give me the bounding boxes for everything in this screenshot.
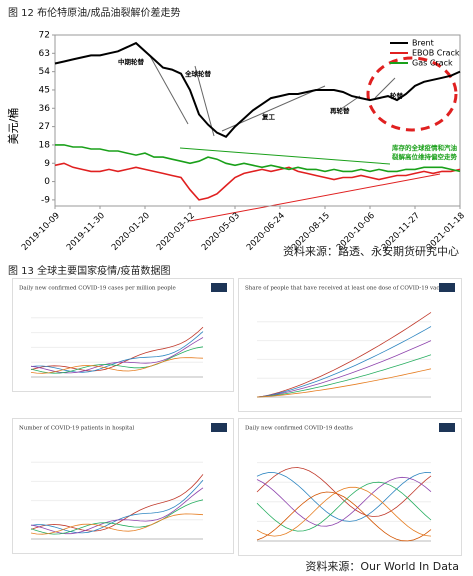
source-note: 资料来源：路透、永安期货研究中心 <box>283 245 459 258</box>
panel-title: Daily new confirmed COVID-19 cases per m… <box>19 286 176 292</box>
panel-title: Daily new confirmed COVID-19 deaths <box>245 426 353 432</box>
trend-arrows <box>149 55 441 222</box>
panel-line <box>30 474 204 532</box>
figure-caption: 图 12 布伦特原油/成品油裂解价差走势 <box>8 8 181 19</box>
panel-line <box>30 513 204 535</box>
x-tick-label: 2020-05-03 <box>200 211 242 253</box>
panel-line <box>256 326 432 398</box>
logo <box>439 283 455 292</box>
panel-chart: Daily new confirmed COVID-19 deaths <box>245 423 455 542</box>
annotation: 复工 <box>261 112 276 121</box>
figure-panel: Share of people that have received at le… <box>238 278 462 412</box>
y-tick-label: 36 <box>39 104 51 114</box>
panel-line <box>256 340 432 398</box>
annotation: 库存的全球疫情和汽油 <box>392 143 458 152</box>
panel-line <box>30 326 204 372</box>
panel-line <box>256 467 432 517</box>
legend-label: Brent <box>412 39 434 48</box>
x-tick-label: 2020-03-12 <box>155 211 197 253</box>
logo <box>439 423 455 432</box>
panel-line <box>30 337 204 374</box>
y-tick-label: 18 <box>39 140 51 150</box>
y-tick-label: 72 <box>39 31 50 41</box>
chart: 美元/桶 72 63 54 45 36 27 18 9 0 -9 2019-10-09 2019-11… <box>6 31 467 253</box>
figure-caption: 图 13 全球主要国家疫情/疫苗数据图 <box>8 266 171 277</box>
legend-label: Gas Crack <box>412 59 453 68</box>
panel-line <box>30 357 204 374</box>
figure-panel: Number of COVID-19 patients in hospital <box>12 418 234 554</box>
panel-line <box>256 472 432 522</box>
x-tick-label: 2019-10-09 <box>20 211 62 253</box>
panel-line <box>30 499 204 535</box>
panel-line <box>256 368 432 398</box>
annotation: 中期轮替 <box>118 57 145 66</box>
panel-title: Number of COVID-19 patients in hospital <box>19 426 135 432</box>
legend-label: EBOB Crack <box>412 49 460 58</box>
y-tick-label: 27 <box>39 122 50 132</box>
panel-line <box>256 312 432 398</box>
annotation: 裂解高位维持偏空走势 <box>392 152 458 161</box>
x-tick-label: 2020-06-24 <box>245 211 287 253</box>
annotation: 全球轮替 <box>184 69 212 78</box>
annotation: 再轮替 <box>330 106 350 115</box>
panel-line <box>256 481 432 532</box>
x-tick-label: 2019-11-30 <box>65 211 107 253</box>
y-tick-label: 9 <box>44 159 50 169</box>
series-line <box>55 144 461 173</box>
plot-frame <box>54 34 461 207</box>
panel-title: Share of people that have received at le… <box>245 286 451 292</box>
figure-panel: Daily new confirmed COVID-19 deaths <box>238 418 462 556</box>
panel-chart: Daily new confirmed COVID-19 cases per m… <box>19 283 227 378</box>
y-tick-label: 63 <box>39 49 50 59</box>
panel-line <box>30 346 204 374</box>
logo <box>211 283 227 292</box>
highlight-circle <box>366 56 458 132</box>
y-tick-label: 0 <box>44 177 50 187</box>
source-note: 资料来源：Our World In Data <box>305 560 459 573</box>
panel-line <box>256 354 432 398</box>
y-tick-label: 54 <box>39 67 51 77</box>
y-tick-label: 45 <box>39 85 50 95</box>
panel-chart: Number of COVID-19 patients in hospital <box>19 423 227 540</box>
figure-panel: Daily new confirmed COVID-19 cases per m… <box>12 278 234 392</box>
panel-chart: Share of people that have received at le… <box>245 283 455 398</box>
y-tick-label: -9 <box>41 195 50 205</box>
annotation: 轮替 <box>390 91 404 100</box>
series-line <box>54 41 461 139</box>
panel-line <box>256 476 432 527</box>
x-tick-label: 2020-01-20 <box>110 211 152 253</box>
series-line <box>54 162 461 201</box>
panel-line <box>256 486 432 537</box>
panel-line <box>30 487 204 535</box>
panel-line <box>256 491 432 542</box>
y-axis-label: 美元/桶 <box>6 108 20 145</box>
logo <box>211 423 227 432</box>
